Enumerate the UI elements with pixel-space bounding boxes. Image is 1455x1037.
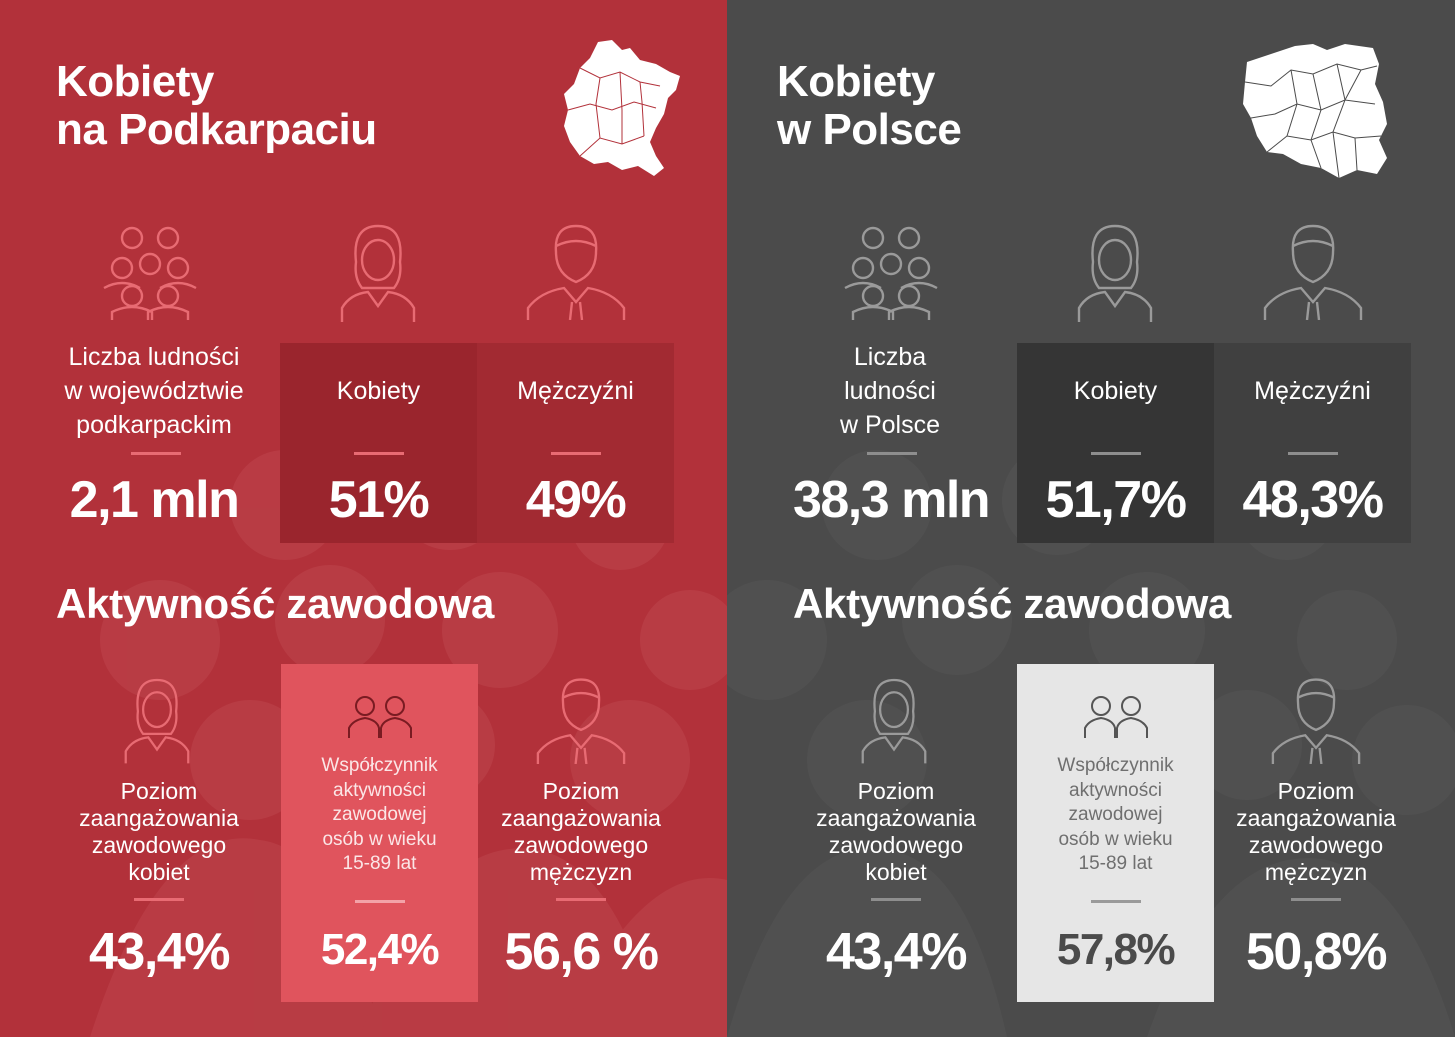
divider — [355, 900, 405, 903]
label-line: zawodowego — [1248, 832, 1384, 858]
couple-icon — [348, 696, 412, 738]
population-label: Liczba ludności w Polsce — [787, 340, 993, 442]
women-activity-label: Poziom zaangażowania zawodowego kobiet — [52, 778, 266, 886]
divider — [354, 452, 404, 455]
podkarpackie-map-icon — [564, 40, 680, 176]
divider — [1091, 900, 1141, 903]
label-line: mężczyzn — [1264, 859, 1368, 885]
label-line: osób w wieku — [1058, 828, 1173, 850]
men-activity-value: 50,8% — [1246, 923, 1387, 981]
label-line: zaangażowania — [816, 805, 976, 831]
divider — [556, 898, 606, 901]
women-activity-label: Poziom zaangażowania zawodowego kobiet — [789, 778, 1003, 886]
label-line: aktywności — [333, 779, 426, 801]
label-line: mężczyzn — [529, 859, 633, 885]
population-label-line: podkarpackim — [76, 411, 232, 439]
label-line: zawodowego — [513, 832, 649, 858]
woman-icon — [1077, 224, 1153, 322]
population-label-line: ludności — [844, 377, 936, 405]
page-title: Kobiety w Polsce — [777, 57, 962, 154]
couple-icon — [1084, 696, 1148, 738]
population-label-line: Liczba ludności — [68, 343, 240, 371]
women-label: Kobiety — [1073, 377, 1158, 405]
label-line: zawodowej — [1068, 804, 1163, 825]
women-share-box — [280, 343, 477, 543]
men-label: Mężczyźni — [517, 377, 634, 405]
men-share-box — [477, 343, 674, 543]
divider — [131, 452, 181, 455]
label-line: kobiet — [128, 859, 190, 885]
label-line: 15-89 lat — [342, 853, 417, 874]
label-line: zawodowego — [828, 832, 964, 858]
men-activity-label: Poziom zaangażowania zawodowego mężczyzn — [478, 778, 684, 886]
woman-icon — [340, 224, 416, 322]
man-icon — [536, 678, 626, 764]
label-line: Poziom — [542, 778, 620, 804]
activity-heading: Aktywność zawodowa — [56, 580, 495, 627]
divider — [1288, 452, 1338, 455]
divider — [867, 452, 917, 455]
men-label: Mężczyźni — [1254, 377, 1371, 405]
population-label: Liczba ludności w województwie podkarpac… — [40, 340, 268, 442]
label-line: Poziom — [857, 778, 935, 804]
label-line: osób w wieku — [322, 828, 437, 850]
activity-heading: Aktywność zawodowa — [793, 580, 1232, 627]
population-label-line: w Polsce — [839, 411, 941, 439]
activity-rate-label: Współczynnik aktywności zawodowej osób w… — [1017, 754, 1214, 877]
woman-icon — [861, 678, 927, 764]
men-value: 48,3% — [1242, 471, 1384, 529]
title-line-1: Kobiety — [777, 57, 935, 106]
label-line: zaangażowania — [501, 805, 661, 831]
divider — [134, 898, 184, 901]
divider — [551, 452, 601, 455]
label-line: Poziom — [1277, 778, 1355, 804]
men-activity-label: Poziom zaangażowania zawodowego mężczyzn — [1213, 778, 1419, 886]
man-icon — [526, 224, 626, 320]
crowd-background-illustration — [727, 445, 1455, 1037]
activity-rate-box — [281, 664, 478, 1002]
label-line: zaangażowania — [1236, 805, 1396, 831]
divider — [1091, 452, 1141, 455]
activity-rate-box — [1017, 664, 1214, 1002]
group-people-icon — [103, 226, 197, 320]
label-line: 15-89 lat — [1078, 853, 1153, 874]
title-line-1: Kobiety — [56, 57, 214, 106]
man-icon — [1271, 678, 1361, 764]
label-line: Współczynnik — [321, 755, 438, 776]
divider — [1291, 898, 1341, 901]
divider — [871, 898, 921, 901]
population-value: 2,1 mln — [69, 471, 240, 529]
man-icon — [1263, 224, 1363, 320]
men-activity-value: 56,6 % — [504, 923, 659, 981]
population-label-line: w województwie — [64, 377, 244, 405]
women-share-box — [1017, 343, 1214, 543]
activity-rate-label: Współczynnik aktywności zawodowej osób w… — [281, 754, 478, 877]
title-line-2: na Podkarpaciu — [56, 105, 377, 154]
label-line: zawodowej — [332, 804, 427, 825]
women-activity-value: 43,4% — [826, 923, 967, 981]
title-line-2: w Polsce — [777, 105, 962, 154]
women-value: 51,7% — [1045, 471, 1187, 529]
activity-rate-value: 57,8% — [1056, 925, 1176, 974]
women-activity-value: 43,4% — [89, 923, 230, 981]
poland-panel: Kobiety w Polsce — [727, 0, 1455, 1037]
podkarpacie-panel: Kobiety na Podkarpaciu — [0, 0, 727, 1037]
label-line: Współczynnik — [1057, 755, 1174, 776]
page-title: Kobiety na Podkarpaciu — [56, 58, 377, 154]
women-label: Kobiety — [336, 377, 421, 405]
poland-map-icon — [1243, 44, 1387, 179]
label-line: Poziom — [120, 778, 198, 804]
label-line: kobiet — [865, 859, 927, 885]
women-value: 51% — [328, 471, 430, 529]
population-label-line: Liczba — [853, 343, 927, 371]
label-line: zawodowego — [91, 832, 227, 858]
men-value: 49% — [525, 471, 627, 529]
activity-rate-value: 52,4% — [320, 925, 440, 974]
label-line: aktywności — [1069, 779, 1162, 801]
label-line: zaangażowania — [79, 805, 239, 831]
group-people-icon — [844, 226, 938, 320]
woman-icon — [124, 678, 190, 764]
men-share-box — [1214, 343, 1411, 543]
population-value: 38,3 mln — [792, 471, 991, 529]
